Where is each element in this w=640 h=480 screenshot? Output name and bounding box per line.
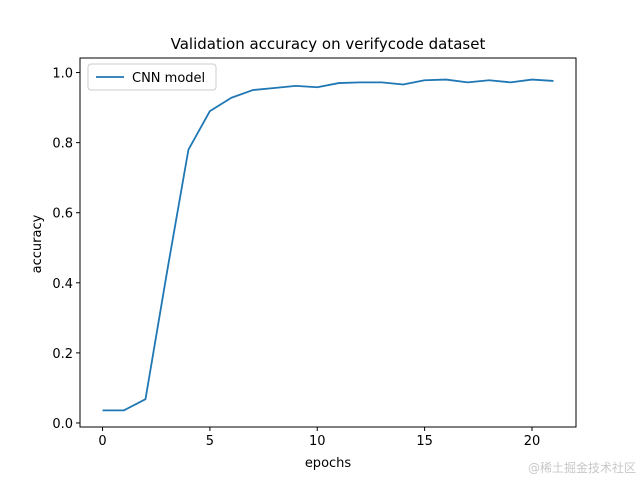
watermark: @稀土掘金技术社区 (528, 460, 636, 475)
y-tick-label: 0.0 (52, 417, 73, 432)
x-tick-label: 0 (98, 434, 106, 449)
x-axis-label: epochs (305, 456, 352, 471)
x-tick-label: 10 (309, 434, 326, 449)
y-tick-label: 0.2 (52, 347, 73, 362)
plot-area (79, 57, 577, 428)
legend: CNN model (87, 63, 217, 91)
y-tick-label: 0.8 (52, 137, 73, 152)
x-axis: 0 5 10 15 20 (98, 427, 540, 449)
plot-frame (79, 57, 577, 428)
y-tick-label: 0.4 (52, 277, 73, 292)
y-axis: 0.0 0.2 0.4 0.6 0.8 1.0 (52, 67, 80, 432)
series-line-0 (102, 78, 554, 412)
y-tick-label: 0.6 (52, 207, 73, 222)
x-tick-label: 20 (524, 434, 541, 449)
chart-title: Validation accuracy on verifycode datase… (171, 35, 486, 53)
legend-label: CNN model (132, 71, 205, 86)
legend-box (87, 63, 217, 91)
y-tick-label: 1.0 (52, 67, 73, 82)
x-tick-label: 15 (416, 434, 433, 449)
y-axis-label: accuracy (30, 214, 45, 273)
x-tick-label: 5 (206, 434, 214, 449)
